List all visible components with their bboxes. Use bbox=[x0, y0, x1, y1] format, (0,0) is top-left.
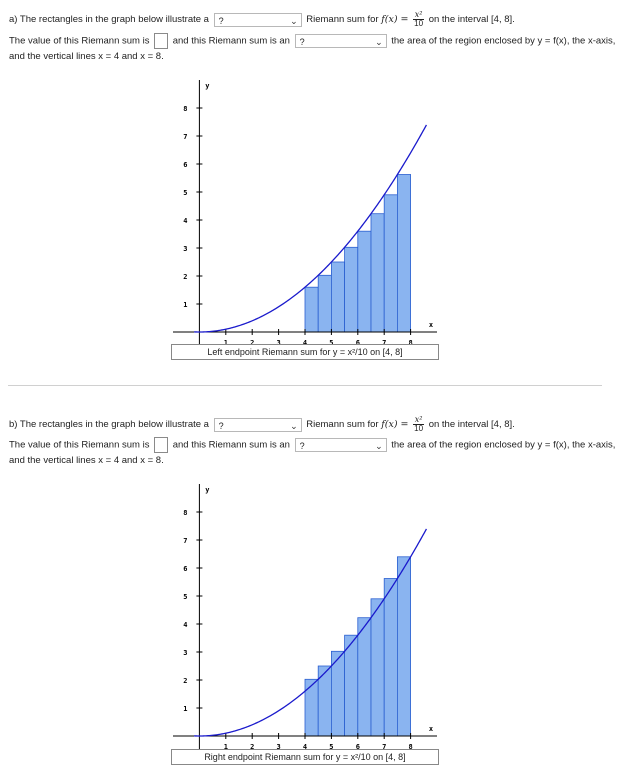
x-tick-label: 1 bbox=[224, 743, 228, 751]
y-tick-label: 7 bbox=[183, 133, 187, 141]
y-tick-label: 7 bbox=[183, 537, 187, 545]
x-tick-label: 8 bbox=[408, 339, 412, 347]
y-tick-label: 4 bbox=[183, 217, 187, 225]
x-tick-label: 4 bbox=[303, 743, 307, 751]
part-b-value-input[interactable] bbox=[154, 437, 169, 453]
chevron-down-icon: ⌄ bbox=[290, 15, 298, 26]
estimate-prompt: and this Riemann sum is an bbox=[172, 439, 290, 451]
riemann-bar bbox=[330, 261, 345, 333]
x-tick-label: 7 bbox=[382, 743, 386, 751]
riemann-bar bbox=[357, 617, 372, 737]
y-tick-label: 4 bbox=[183, 621, 187, 629]
riemann-bar bbox=[383, 578, 398, 737]
riemann-sum-label: Riemann sum for bbox=[306, 419, 379, 431]
function-fraction: x² 10 bbox=[413, 415, 425, 433]
right-riemann-chart: 1 2 3 4 5 6 7 8 1 2 3 4 5 6 7 8 x y bbox=[171, 482, 439, 752]
x-tick-label: 3 bbox=[276, 339, 280, 347]
function-curve bbox=[194, 528, 428, 737]
y-tick-label: 6 bbox=[183, 565, 187, 573]
y-tick-label: 3 bbox=[183, 649, 187, 657]
y-tick-label: 3 bbox=[183, 245, 187, 253]
x-tick-label: 4 bbox=[303, 339, 307, 347]
part-b-prompt: b) The rectangles in the graph below ill… bbox=[9, 419, 209, 431]
part-a-line3: and the vertical lines x = 4 and x = 8. bbox=[9, 51, 164, 62]
select-value: ? bbox=[218, 420, 224, 431]
riemann-sum-label: Riemann sum for bbox=[306, 14, 379, 26]
chevron-down-icon: ⌄ bbox=[290, 420, 298, 431]
riemann-bar bbox=[396, 174, 411, 333]
function-label: f(x) = bbox=[381, 14, 409, 26]
value-prompt: The value of this Riemann sum is bbox=[9, 439, 150, 451]
value-prompt: The value of this Riemann sum is bbox=[9, 35, 150, 47]
part-b-caption: Right endpoint Riemann sum for y = x²/10… bbox=[171, 749, 439, 765]
riemann-bar bbox=[317, 274, 332, 333]
function-fraction: x² 10 bbox=[413, 10, 425, 28]
y-axis-label: y bbox=[205, 82, 210, 90]
x-axis-label: x bbox=[429, 725, 434, 733]
part-b-graph: 1 2 3 4 5 6 7 8 1 2 3 4 5 6 7 8 x y bbox=[171, 482, 439, 752]
estimate-prompt: and this Riemann sum is an bbox=[172, 35, 290, 47]
section-divider bbox=[8, 385, 602, 386]
riemann-bar bbox=[370, 598, 385, 737]
part-a-sum-type-select[interactable]: ? ⌄ bbox=[213, 12, 302, 27]
function-curve bbox=[194, 124, 428, 333]
x-tick-label: 2 bbox=[250, 743, 254, 751]
part-a-graph: 1 2 3 4 5 6 7 8 1 2 3 4 5 6 7 8 x y bbox=[171, 78, 439, 348]
x-tick-label: 1 bbox=[224, 339, 228, 347]
x-tick-label: 6 bbox=[356, 339, 360, 347]
y-tick-label: 5 bbox=[183, 189, 187, 197]
x-tick-label: 2 bbox=[250, 339, 254, 347]
select-value: ? bbox=[218, 15, 224, 26]
x-tick-label: 8 bbox=[408, 743, 412, 751]
y-tick-label: 2 bbox=[183, 273, 187, 281]
x-tick-label: 5 bbox=[329, 743, 333, 751]
fraction-denominator: 10 bbox=[414, 19, 424, 28]
riemann-bar bbox=[344, 246, 359, 333]
y-axis-label: y bbox=[205, 486, 210, 494]
part-a-line1: a) The rectangles in the graph below ill… bbox=[9, 11, 515, 28]
y-tick-label: 1 bbox=[183, 705, 187, 713]
part-b-line3: and the vertical lines x = 4 and x = 8. bbox=[9, 455, 164, 466]
region-text: the area of the region enclosed by y = f… bbox=[391, 35, 616, 47]
interval-text: on the interval [4, 8]. bbox=[428, 14, 515, 26]
riemann-bar bbox=[304, 678, 319, 737]
interval-text: on the interval [4, 8]. bbox=[428, 419, 515, 431]
part-a-value-input[interactable] bbox=[154, 33, 169, 49]
chevron-down-icon: ⌄ bbox=[375, 37, 383, 47]
x-tick-label: 7 bbox=[382, 339, 386, 347]
x-tick-label: 3 bbox=[276, 743, 280, 751]
riemann-bar bbox=[383, 194, 398, 333]
x-tick-label: 6 bbox=[356, 743, 360, 751]
region-text: the area of the region enclosed by y = f… bbox=[391, 439, 616, 451]
part-a-line2: The value of this Riemann sum is and thi… bbox=[9, 33, 615, 49]
fraction-denominator: 10 bbox=[414, 424, 424, 433]
part-a-caption: Left endpoint Riemann sum for y = x²/10 … bbox=[171, 344, 439, 360]
riemann-bar bbox=[304, 286, 319, 333]
riemann-bar bbox=[357, 230, 372, 333]
y-tick-label: 5 bbox=[183, 593, 187, 601]
part-a-prompt: a) The rectangles in the graph below ill… bbox=[9, 14, 209, 26]
y-tick-label: 1 bbox=[183, 301, 187, 309]
part-b-line1: b) The rectangles in the graph below ill… bbox=[9, 416, 515, 433]
select-value: ? bbox=[299, 441, 305, 451]
riemann-bar bbox=[344, 634, 359, 737]
riemann-bar bbox=[370, 213, 385, 333]
part-b-estimate-select[interactable]: ? ⌄ bbox=[294, 438, 387, 452]
fraction-numerator: x² bbox=[413, 415, 425, 425]
select-value: ? bbox=[299, 37, 305, 47]
y-tick-label: 8 bbox=[183, 509, 187, 517]
y-tick-label: 8 bbox=[183, 105, 187, 113]
part-a-estimate-select[interactable]: ? ⌄ bbox=[294, 34, 387, 48]
x-tick-label: 5 bbox=[329, 339, 333, 347]
part-b-line2: The value of this Riemann sum is and thi… bbox=[9, 437, 615, 453]
chevron-down-icon: ⌄ bbox=[375, 441, 383, 451]
y-tick-label: 6 bbox=[183, 161, 187, 169]
riemann-bar bbox=[396, 556, 411, 737]
part-b-sum-type-select[interactable]: ? ⌄ bbox=[213, 417, 302, 432]
function-label: f(x) = bbox=[381, 419, 409, 431]
fraction-numerator: x² bbox=[413, 10, 425, 20]
y-tick-label: 2 bbox=[183, 677, 187, 685]
left-riemann-chart: 1 2 3 4 5 6 7 8 1 2 3 4 5 6 7 8 x y bbox=[171, 78, 439, 348]
x-axis-label: x bbox=[429, 321, 434, 329]
